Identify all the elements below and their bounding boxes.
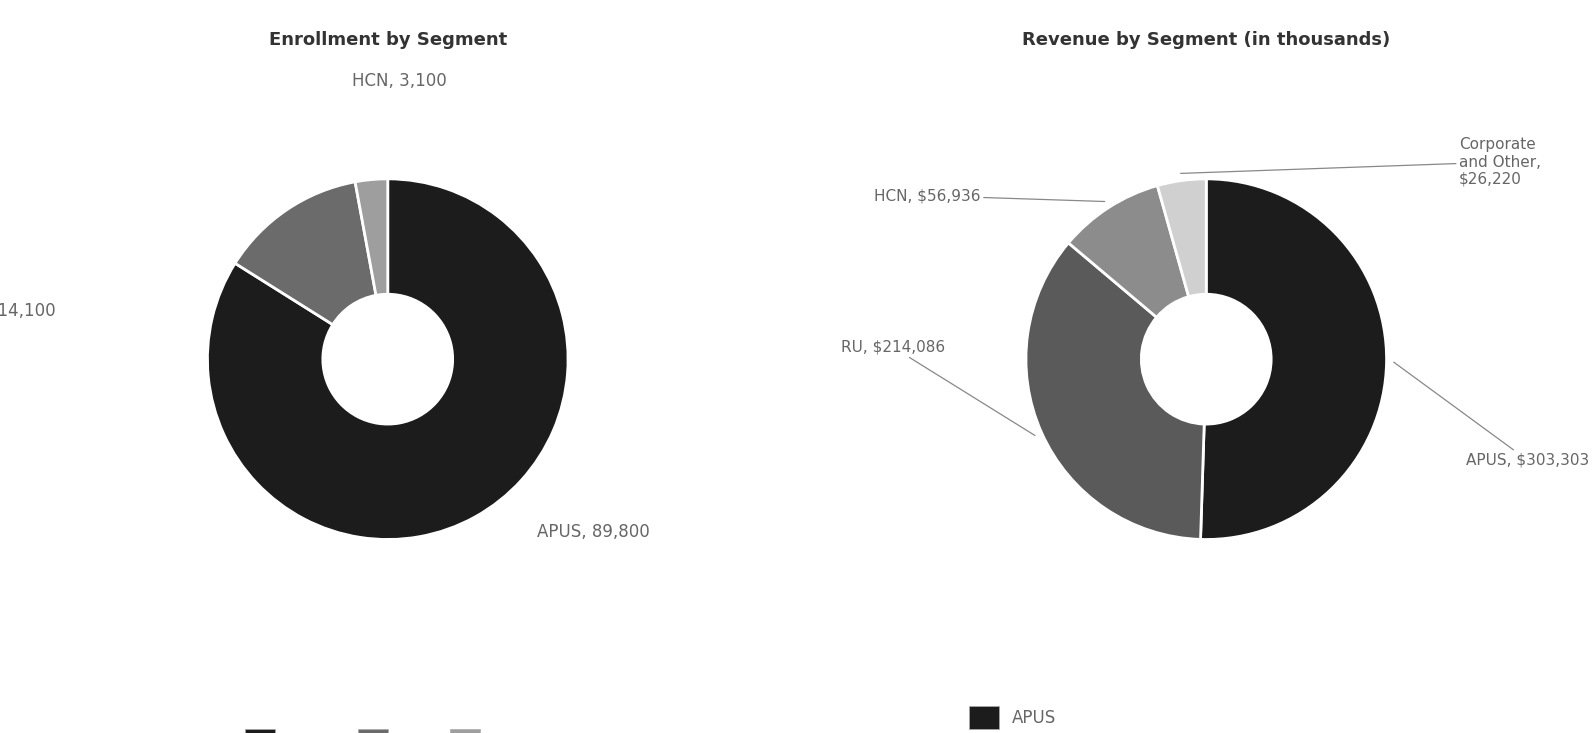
Wedge shape — [355, 179, 387, 295]
Text: APUS, 89,800: APUS, 89,800 — [537, 523, 650, 541]
Wedge shape — [234, 182, 376, 325]
Text: Corporate
and Other,
$26,220: Corporate and Other, $26,220 — [1181, 137, 1541, 187]
Wedge shape — [1068, 185, 1189, 317]
Wedge shape — [1157, 179, 1207, 297]
Text: RU, 14,100: RU, 14,100 — [0, 302, 56, 320]
Text: HCN, $56,936: HCN, $56,936 — [875, 188, 1105, 203]
Wedge shape — [1027, 243, 1203, 539]
Legend: APUS, RU, HCN: APUS, RU, HCN — [239, 723, 537, 733]
Wedge shape — [1200, 179, 1387, 539]
Text: HCN, 3,100: HCN, 3,100 — [352, 72, 448, 90]
Legend: APUS, RU, HCN, Corporate and Other: APUS, RU, HCN, Corporate and Other — [963, 699, 1191, 733]
Text: APUS, $303,303: APUS, $303,303 — [1393, 362, 1589, 468]
Title: Enrollment by Segment: Enrollment by Segment — [269, 31, 507, 49]
Title: Revenue by Segment (in thousands): Revenue by Segment (in thousands) — [1022, 31, 1390, 49]
Text: RU, $214,086: RU, $214,086 — [840, 339, 1035, 435]
Wedge shape — [207, 179, 567, 539]
